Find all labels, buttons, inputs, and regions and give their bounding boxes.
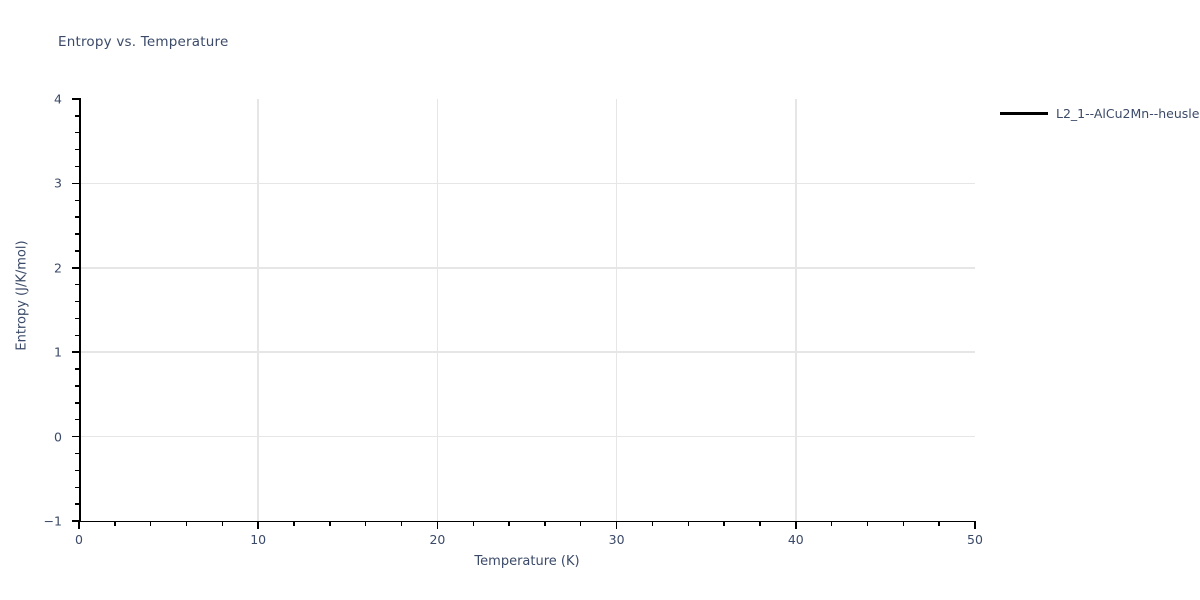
gridline-vertical [795,99,797,521]
legend-item-label: L2_1--AlCu2Mn--heusler [1056,106,1200,121]
x-tick-minor [580,522,582,526]
line-swatch-icon [1000,112,1048,115]
y-tick-minor [75,486,79,488]
x-tick-minor [114,522,116,526]
x-axis-spine [79,520,976,523]
y-tick-major [72,98,79,100]
x-tick-major [974,522,976,529]
y-tick-minor [75,132,79,134]
x-tick-major [78,522,80,529]
x-tick-minor [365,522,367,526]
y-tick-minor [75,283,79,286]
chart-legend: L2_1--AlCu2Mn--heusler [1000,106,1200,121]
y-axis-ticks [68,98,79,522]
gridline-vertical [436,99,439,521]
y-tick-major [72,266,79,269]
y-axis-title: Entropy (J/K/mol) [14,240,30,351]
y-tick-minor [75,216,79,218]
x-tick-minor [400,522,403,526]
y-axis-spine [79,98,81,522]
x-tick-minor [759,522,761,526]
y-tick-minor [75,452,79,455]
y-tick-major [72,351,79,354]
gridline-vertical [257,99,259,521]
x-tick-minor [472,522,474,526]
y-tick-minor [75,165,79,168]
y-tick-minor [75,233,79,235]
x-tick-label: 30 [608,532,625,547]
y-axis-tick-labels: −1 0 1 2 3 4 [0,92,62,529]
x-tick-minor [185,522,188,526]
gridline-horizontal [79,435,975,438]
x-tick-minor [221,522,224,526]
y-tick-minor [75,317,79,320]
x-tick-minor [902,522,904,526]
y-tick-label: 0 [54,429,62,445]
y-tick-minor [75,385,79,387]
y-tick-label: −1 [43,513,62,529]
x-tick-minor [544,522,546,526]
plot-background [79,99,975,521]
y-tick-minor [75,148,79,151]
y-tick-minor [75,469,79,472]
x-tick-label: 50 [967,532,983,547]
gridline-horizontal [79,267,975,269]
x-tick-major [436,522,439,529]
y-tick-label: 4 [54,91,62,107]
x-tick-minor [651,522,654,526]
y-tick-label: 2 [54,260,62,276]
y-tick-minor [75,419,79,421]
chart-title: Entropy vs. Temperature [58,34,229,50]
y-tick-major [72,182,79,185]
x-tick-minor [508,522,510,526]
y-tick-minor [75,199,79,201]
x-tick-major [257,522,260,529]
x-tick-label: 0 [75,532,83,547]
x-axis-tick-labels: 0 10 20 30 40 50 [75,532,983,550]
x-tick-minor [329,522,331,526]
x-tick-minor [830,522,833,526]
series-svg [79,99,975,521]
y-tick-minor [75,250,79,252]
y-tick-minor [75,503,79,505]
x-tick-label: 20 [429,532,446,547]
x-tick-minor [149,522,152,526]
x-tick-label: 40 [787,532,804,547]
y-tick-minor [75,368,79,370]
x-tick-minor [723,522,725,526]
gridline-horizontal [79,182,975,185]
y-tick-minor [75,402,79,404]
y-tick-minor [75,334,79,336]
x-tick-major [615,522,618,529]
x-axis-ticks [78,522,976,533]
y-tick-major [72,520,79,522]
x-tick-label: 10 [250,532,267,547]
x-tick-minor [938,522,940,526]
y-tick-label: 1 [54,344,62,360]
x-tick-major [794,522,797,529]
x-axis-title: Temperature (K) [474,554,580,569]
y-tick-minor [75,115,79,117]
x-tick-minor [866,522,869,526]
y-tick-major [72,435,79,438]
y-tick-label: 3 [54,175,62,191]
gridline-vertical [615,99,618,521]
gridline-horizontal [79,351,975,353]
plot-area [79,99,975,521]
y-tick-minor [75,300,79,303]
x-tick-minor [293,522,295,526]
x-tick-minor [687,522,689,526]
